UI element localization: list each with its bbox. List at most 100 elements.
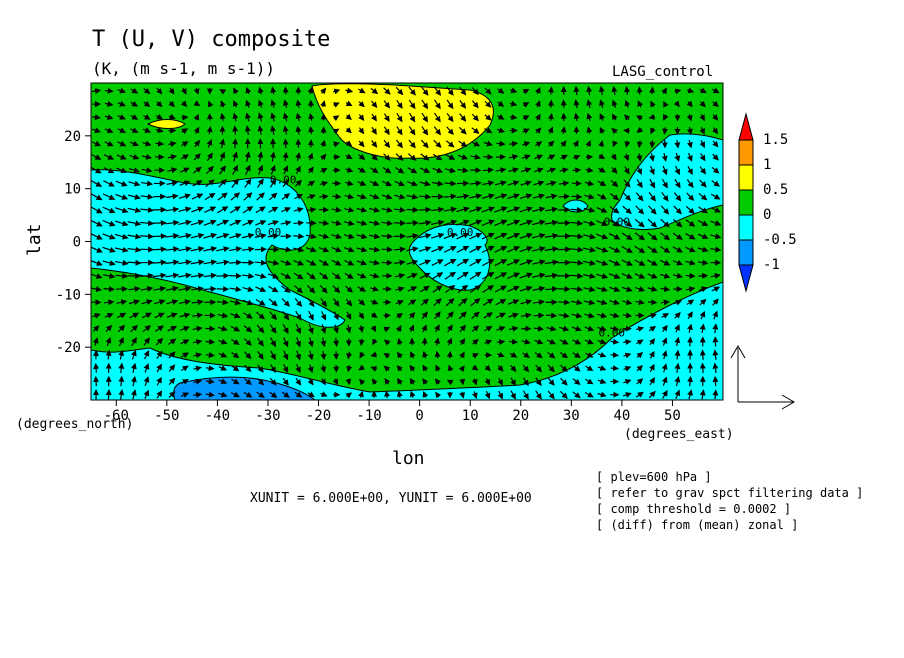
wind-vector (702, 350, 703, 359)
chart-title: T (U, V) composite (92, 27, 330, 52)
wind-vector (483, 157, 492, 158)
x-tick-label: 40 (613, 408, 630, 424)
wind-vector (450, 352, 451, 358)
x-tick-label: 0 (415, 408, 423, 424)
y-axis-label: lat (24, 223, 45, 256)
wind-vector (496, 157, 505, 158)
colorbar-label: 0.5 (763, 182, 788, 198)
wind-vector (639, 141, 640, 147)
colorbar: 1.5 1 0.5 0 -0.5 -1 (739, 114, 797, 291)
colorbar-segment (739, 190, 753, 215)
colorbar-label: 0 (763, 207, 771, 223)
wind-vector (690, 337, 691, 346)
x-unit-label: (degrees_east) (624, 427, 734, 442)
run-label: LASG_control (612, 64, 713, 80)
reference-vector (731, 346, 794, 409)
colorbar-max-triangle (739, 114, 753, 140)
y-tick-label: -20 (56, 340, 81, 356)
wind-vector (182, 117, 188, 118)
plot-field: 0.00 0.00 0.00 0.00 0.00 (90, 83, 723, 400)
wind-vector (108, 390, 109, 399)
wind-vector (406, 210, 417, 211)
wind-vector (105, 91, 113, 92)
x-tick-label: 10 (462, 408, 479, 424)
wind-vector (235, 139, 236, 148)
x-tick-label: -20 (306, 408, 331, 424)
colorbar-label: 1 (763, 157, 771, 173)
wind-vector (155, 143, 163, 144)
wind-vector (698, 276, 707, 277)
colorbar-segment (739, 165, 753, 190)
wind-vector (558, 210, 569, 211)
wind-vector (293, 223, 303, 224)
wind-vector (103, 289, 114, 290)
x-tick-label: 30 (563, 408, 580, 424)
wind-vector (96, 364, 97, 373)
y-tick-label: -10 (56, 287, 81, 303)
wind-vector (206, 355, 214, 356)
x-tick-label: 20 (512, 408, 529, 424)
colorbar-label: -0.5 (763, 232, 797, 248)
wind-vector (333, 157, 339, 158)
wind-vector (563, 100, 564, 107)
chart-subtitle: (K, (m s-1, m s-1)) (92, 59, 275, 78)
y-unit-label: (degrees_north) (16, 417, 133, 432)
x-tick-label: -50 (154, 408, 179, 424)
wind-vector (406, 223, 417, 224)
wind-vector (462, 379, 463, 384)
info-line-4: [ (diff) from (mean) zonal ] (596, 518, 798, 532)
wind-vector (573, 170, 581, 171)
x-tick-label: -10 (356, 408, 381, 424)
wind-vector (546, 315, 556, 316)
contour-label: 0.00 (255, 226, 282, 239)
wind-vector (497, 143, 505, 144)
wind-vector (445, 183, 456, 184)
wind-vector (204, 289, 216, 290)
colorbar-label: -1 (763, 257, 780, 273)
wind-vector (648, 302, 656, 303)
contour-label: 0.00 (270, 173, 297, 186)
info-line-3: [ comp threshold = 0.0002 ] (596, 502, 791, 516)
y-axis: -20 -10 0 10 20 (56, 129, 91, 356)
contour-label: 0.00 (604, 216, 631, 229)
wind-vector (437, 352, 438, 359)
wind-vector (216, 276, 228, 277)
colorbar-segment (739, 240, 753, 265)
x-tick-label: -40 (205, 408, 230, 424)
wind-vector (702, 364, 703, 373)
info-line-1: [ plev=600 hPa ] (596, 470, 712, 484)
wind-vector (206, 342, 214, 343)
vector-units-text: XUNIT = 6.000E+00, YUNIT = 6.000E+00 (250, 491, 532, 506)
wind-vector (715, 390, 716, 399)
wind-vector (285, 87, 286, 94)
wind-vector (586, 157, 592, 158)
wind-vector (686, 275, 695, 276)
wind-vector (235, 126, 236, 134)
colorbar-segment (739, 140, 753, 165)
wind-vector (624, 130, 630, 131)
colorbar-min-triangle (739, 265, 753, 291)
y-tick-label: 10 (64, 182, 81, 198)
contour-label: 0.00 (599, 327, 626, 340)
wind-vector (576, 87, 577, 95)
x-tick-label: 50 (664, 408, 681, 424)
wind-vector (96, 377, 97, 386)
y-tick-label: 0 (73, 235, 81, 251)
wind-vector (255, 249, 266, 250)
colorbar-label: 1.5 (763, 132, 788, 148)
wind-vector (319, 196, 327, 197)
wind-vector (559, 196, 569, 197)
wind-vector (483, 170, 493, 171)
contour-label: 0.00 (447, 226, 474, 239)
x-tick-label: -30 (255, 408, 280, 424)
y-tick-label: 20 (64, 129, 81, 145)
colorbar-segment (739, 215, 753, 240)
wind-vector (361, 339, 362, 345)
wind-vector (509, 341, 517, 342)
wind-vector (611, 355, 618, 356)
wind-vector (571, 196, 581, 197)
wind-vector (652, 88, 653, 95)
info-line-2: [ refer to grav spct filtering data ] (596, 486, 863, 500)
